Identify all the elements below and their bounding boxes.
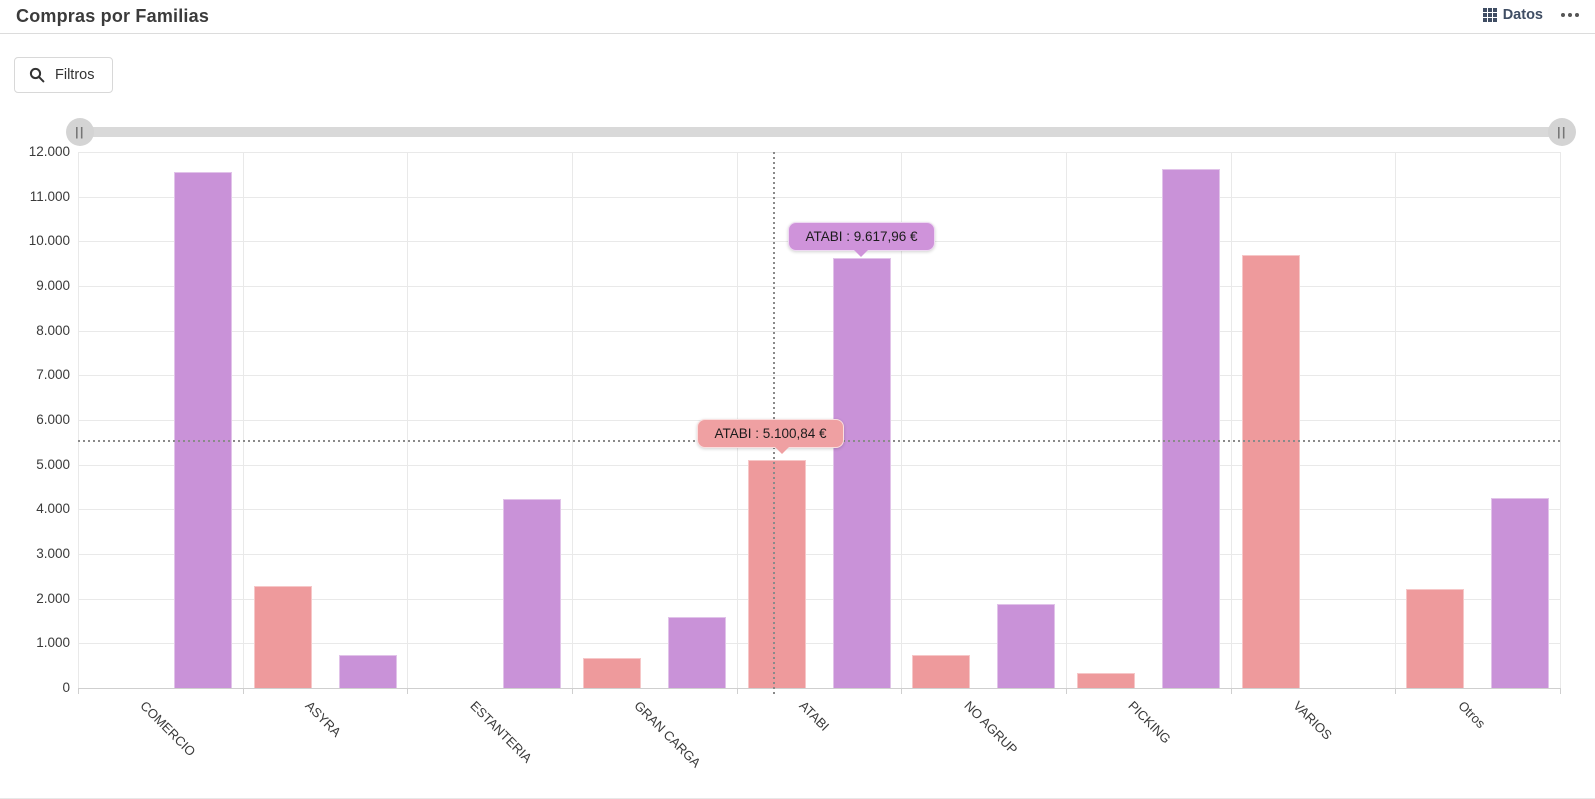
y-axis-label: 5.000 <box>36 456 70 472</box>
v-gridline <box>736 152 738 688</box>
bar-serie-rosa-NO AGRUP[interactable] <box>912 655 971 688</box>
h-gridline <box>78 241 1560 243</box>
bar-serie-rosa-ATABI[interactable] <box>747 460 806 688</box>
x-axis-tick <box>1560 688 1561 694</box>
y-axis-label: 4.000 <box>36 501 70 517</box>
y-axis-label: 2.000 <box>36 590 70 606</box>
x-axis-label-NO AGRUP: NO AGRUP <box>961 698 1021 758</box>
bar-serie-morada-COMERCIO[interactable] <box>173 172 232 688</box>
y-axis-label: 1.000 <box>36 635 70 651</box>
x-axis-tick <box>736 688 738 694</box>
y-axis-label: 3.000 <box>36 546 70 561</box>
h-gridline <box>78 375 1560 377</box>
h-gridline <box>78 688 1560 689</box>
bar-serie-morada-PICKING[interactable] <box>1161 168 1220 688</box>
v-gridline <box>572 152 573 688</box>
tooltip-pink: ATABI : 5.100,84 € <box>697 419 844 454</box>
x-axis-tick <box>901 688 903 694</box>
y-axis-label: 6.000 <box>36 412 70 427</box>
bar-serie-morada-Otros[interactable] <box>1491 498 1550 688</box>
x-axis-label-ESTANTERIA: ESTANTERIA <box>467 698 535 766</box>
range-slider-handle-left[interactable]: || <box>66 118 94 146</box>
y-axis-label: 10.000 <box>28 233 70 249</box>
bar-serie-morada-ASYRA[interactable] <box>338 655 397 688</box>
y-axis-label: 9.000 <box>36 278 70 293</box>
x-axis-tick <box>1395 688 1397 694</box>
x-axis-tick <box>1066 688 1067 694</box>
h-gridline <box>78 152 1560 153</box>
filtros-button[interactable]: Filtros <box>14 57 114 93</box>
page-title: Compras por Familias <box>16 6 210 26</box>
x-axis-tick <box>78 688 79 694</box>
h-gridline <box>78 420 1560 421</box>
y-axis-label: 0 <box>62 680 70 695</box>
tooltip-arrow <box>854 250 868 257</box>
header: Compras por Familias Datos <box>0 0 1595 34</box>
bar-serie-rosa-PICKING[interactable] <box>1076 673 1135 688</box>
bar-serie-rosa-VARIOS[interactable] <box>1241 254 1300 688</box>
x-axis-tick <box>407 688 409 694</box>
h-gridline <box>78 330 1560 332</box>
v-gridline <box>242 152 244 688</box>
tooltip-arrow <box>775 447 789 454</box>
y-axis-label: 12.000 <box>28 144 70 159</box>
x-axis-label-ASYRA: ASYRA <box>302 698 345 740</box>
datos-button[interactable]: Datos <box>1482 7 1543 23</box>
v-gridline <box>407 152 409 688</box>
h-gridline <box>78 286 1560 287</box>
more-options-button[interactable] <box>1561 5 1579 25</box>
x-axis-tick <box>242 688 244 694</box>
x-axis-label-COMERCIO: COMERCIO <box>137 698 199 760</box>
y-axis-label: 8.000 <box>36 322 70 338</box>
v-gridline <box>901 152 903 688</box>
v-gridline <box>1395 152 1397 688</box>
bar-serie-rosa-Otros[interactable] <box>1406 589 1465 688</box>
filtros-button-label: Filtros <box>55 67 95 83</box>
v-gridline <box>1230 152 1232 688</box>
y-axis-label: 7.000 <box>36 367 70 383</box>
x-axis-label-VARIOS: VARIOS <box>1290 698 1336 743</box>
v-gridline <box>78 152 79 688</box>
x-axis-label-Otros: Otros <box>1455 698 1489 732</box>
h-gridline <box>78 509 1560 511</box>
x-axis-label-GRAN CARGA: GRAN CARGA <box>631 698 705 771</box>
h-gridline <box>78 554 1560 555</box>
x-axis-tick <box>1230 688 1232 694</box>
search-icon <box>29 67 45 83</box>
tooltip-purple: ATABI : 9.617,96 € <box>788 222 935 257</box>
bar-serie-morada-GRAN CARGA[interactable] <box>667 616 726 688</box>
datos-button-label: Datos <box>1502 7 1543 23</box>
data-grid-icon <box>1482 8 1497 22</box>
range-slider-track[interactable] <box>80 127 1562 137</box>
v-gridline <box>1066 152 1067 688</box>
bar-serie-morada-ESTANTERIA[interactable] <box>503 499 562 688</box>
h-gridline <box>78 464 1560 466</box>
v-gridline <box>1560 152 1561 688</box>
bar-serie-morada-NO AGRUP[interactable] <box>997 604 1056 688</box>
x-axis-label-ATABI: ATABI <box>796 698 833 734</box>
range-slider-handle-right[interactable]: || <box>1548 118 1576 146</box>
y-axis-label: 11.000 <box>29 188 70 204</box>
x-axis-label-PICKING: PICKING <box>1125 698 1175 747</box>
bar-serie-rosa-GRAN CARGA[interactable] <box>582 658 641 688</box>
bar-serie-rosa-ASYRA[interactable] <box>253 585 312 688</box>
x-axis-tick <box>572 688 573 694</box>
crosshair-horizontal-line <box>78 440 1560 442</box>
h-gridline <box>78 196 1560 198</box>
bar-serie-morada-ATABI[interactable] <box>832 258 891 688</box>
